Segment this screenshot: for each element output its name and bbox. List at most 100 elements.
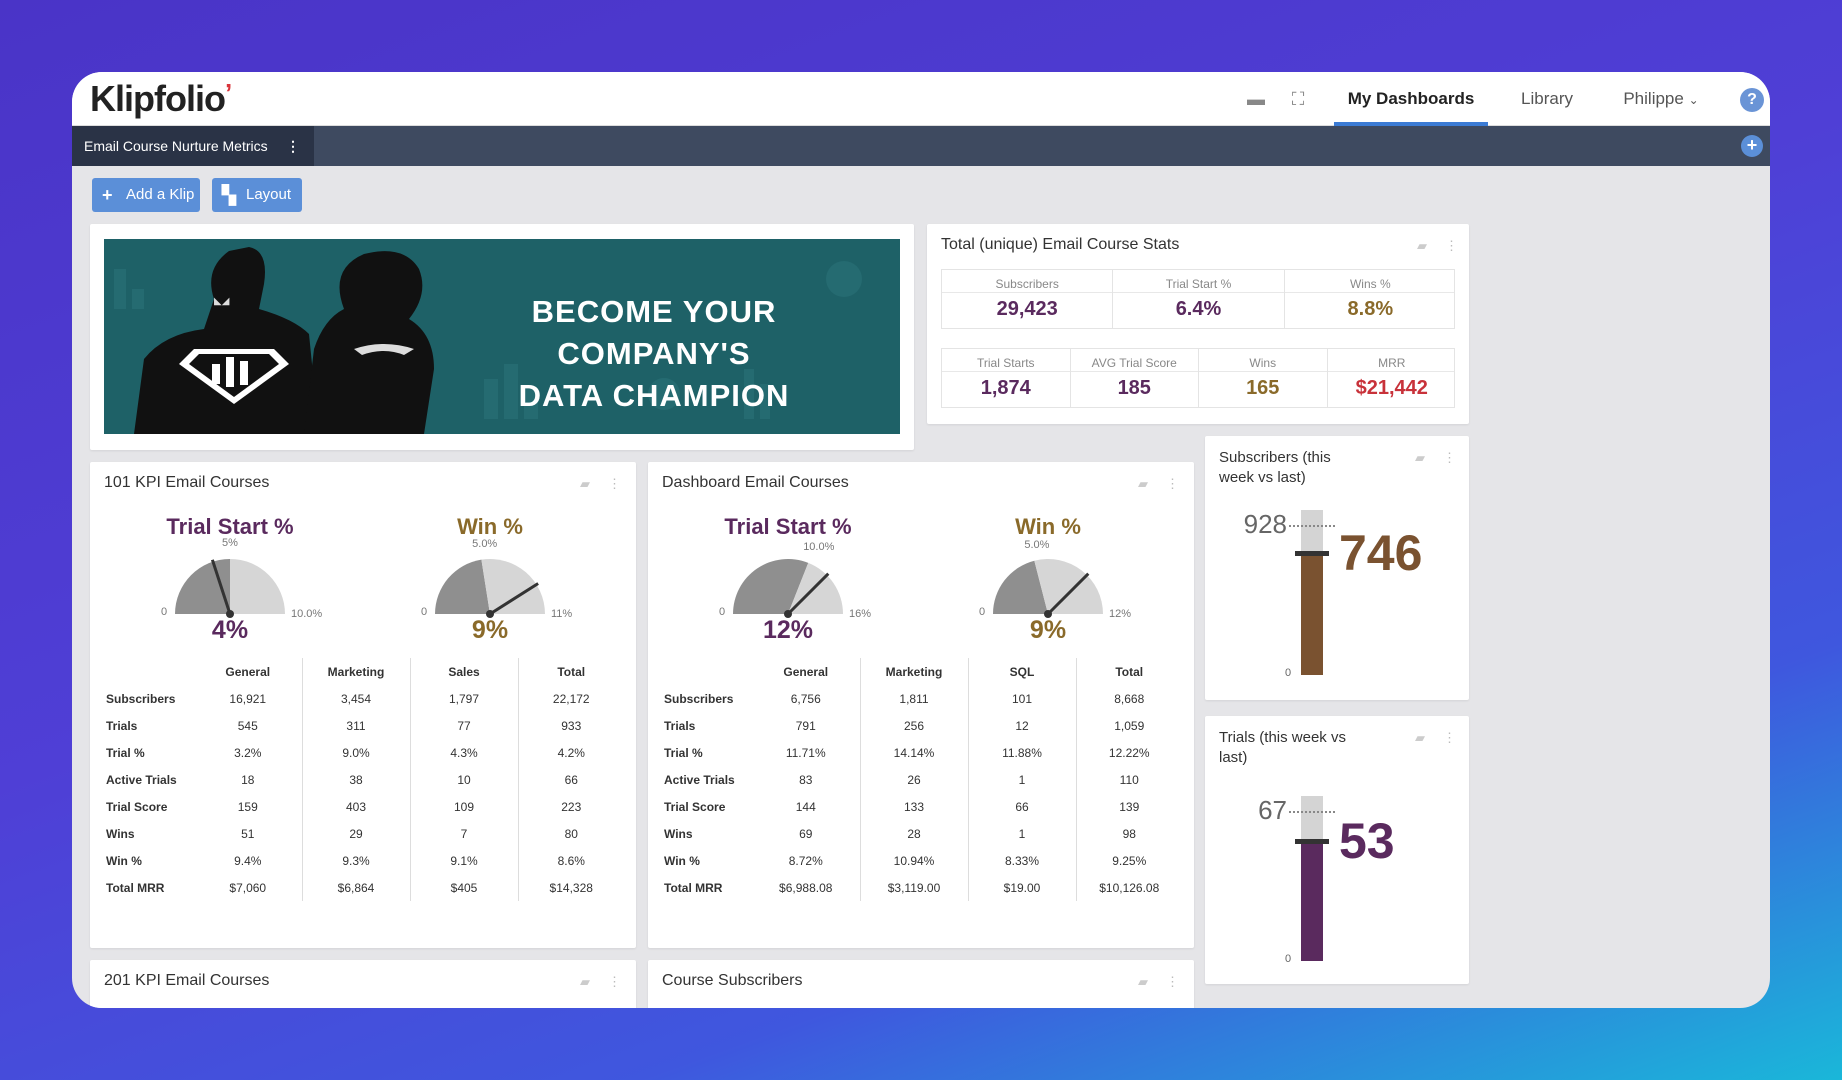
comment-icon[interactable]: ▰ [1138, 476, 1148, 491]
subscribers-week-card: Subscribers (this week vs last) ▰ ⋮ 928 7… [1205, 436, 1469, 700]
table-cell: 791 [795, 718, 816, 733]
row-label: Active Trials [664, 772, 735, 787]
table-cell: 144 [795, 799, 816, 814]
fullscreen-icon[interactable]: ⛶ [1291, 89, 1305, 109]
row-label: Win % [664, 853, 700, 868]
klip-menu-icon[interactable]: ⋮ [608, 974, 621, 989]
comment-icon[interactable]: ▰ [1417, 238, 1427, 253]
chevron-down-icon: ⌄ [1688, 93, 1699, 107]
stats-row-2: Trial Starts 1,874 AVG Trial Score 185 Wins 1… [941, 348, 1455, 408]
table-cell: 18 [241, 772, 255, 787]
zero-label: 0 [1285, 953, 1292, 965]
help-icon[interactable]: ? [1740, 88, 1764, 112]
tab-label: Email Course Nurture Metrics [84, 138, 268, 154]
klip-menu-icon[interactable]: ⋮ [1445, 238, 1458, 253]
table-cell: 22,172 [517, 685, 624, 712]
gauge-needle [786, 572, 830, 616]
stat-trial-starts: Trial Starts 1,874 [942, 349, 1071, 407]
stat-mrr: MRR $21,442 [1328, 349, 1457, 407]
table-cell: 14.14% [859, 739, 968, 766]
table-cell: 77 [409, 712, 518, 739]
column-header: Total [517, 658, 624, 685]
layout-button[interactable]: ▚ Layout [212, 178, 302, 212]
table-cell: 10 [409, 766, 518, 793]
kpi-201-card: 201 KPI Email Courses ▰ ⋮ [90, 960, 636, 1008]
table-cell: 80 [517, 820, 624, 847]
table-cell: 110 [1075, 766, 1182, 793]
card-title: Total (unique) Email Course Stats [941, 236, 1180, 253]
banner-line1: BECOME YOUR COMPANY'S [531, 294, 777, 371]
table-cell: $7,060 [229, 880, 267, 895]
comment-icon[interactable]: ▰ [1415, 450, 1425, 465]
stat-label: Wins [1249, 356, 1277, 370]
table-row: Wins 51 29 7 80 [106, 820, 624, 847]
comment-icon[interactable]: ▰ [580, 974, 590, 989]
gauge-max-label: 10.0% [291, 608, 323, 620]
table-cell: 3,454 [301, 685, 410, 712]
gauge-dial [993, 559, 1103, 618]
table-cell: 11.88% [967, 739, 1076, 766]
current-week-bar [1301, 842, 1323, 961]
gauge-min-label: 0 [161, 606, 168, 618]
table-header-row: General Marketing Sales Total [106, 658, 624, 685]
table-cell: 51 [241, 826, 255, 841]
table-cell: 8,668 [1075, 685, 1182, 712]
gauge-min-label: 0 [421, 606, 428, 618]
nav-library[interactable]: Library [1521, 89, 1573, 108]
display-mode-icon[interactable]: ▬ [1247, 89, 1265, 109]
stat-value: 185 [1117, 377, 1151, 399]
gauge-needle [1046, 572, 1090, 616]
stat-label: Wins % [1349, 277, 1391, 291]
title-line1: Subscribers (this [1219, 449, 1331, 466]
table-cell: 9.25% [1075, 847, 1182, 874]
row-label: Trials [106, 718, 138, 733]
table-cell: 4.3% [409, 739, 518, 766]
row-label: Trial Score [664, 799, 726, 814]
previous-value: 67 [1258, 795, 1287, 825]
column-header: Total [1075, 658, 1182, 685]
stat-label: Trial Starts [976, 356, 1035, 370]
table-cell: 1 [967, 766, 1076, 793]
stats-row-1: Subscribers 29,423 Trial Start % 6.4% Wins %… [941, 269, 1455, 329]
comment-icon[interactable]: ▰ [1138, 974, 1148, 989]
table-row: Trial Score 144 133 66 139 [664, 793, 1182, 820]
row-label: Trial % [106, 745, 145, 760]
klip-menu-icon[interactable]: ⋮ [1443, 450, 1456, 465]
banner-line2: DATA CHAMPION [518, 378, 790, 413]
klip-menu-icon[interactable]: ⋮ [1166, 974, 1179, 989]
row-label: Total MRR [664, 880, 723, 895]
tab-menu-icon[interactable]: ⋮ [286, 138, 300, 154]
zero-label: 0 [1285, 667, 1292, 679]
title-line2: week vs last) [1219, 469, 1306, 486]
table-cell: 6,756 [790, 691, 821, 706]
row-label: Total MRR [106, 880, 165, 895]
comment-icon[interactable]: ▰ [580, 476, 590, 491]
table-row: Subscribers 6,756 1,811 101 8,668 [664, 685, 1182, 712]
gauge-title: Win % [1015, 514, 1081, 539]
table-row: Subscribers 16,921 3,454 1,797 22,172 [106, 685, 624, 712]
tab-email-course-nurture-metrics[interactable]: Email Course Nurture Metrics ⋮ [72, 126, 314, 166]
banner-card: ◣◢ BECOME YOUR COMPANY'S DATA CHAMPION [90, 224, 914, 450]
klip-menu-icon[interactable]: ⋮ [608, 476, 621, 491]
table-cell: 1,797 [409, 685, 518, 712]
stat-value: $21,442 [1355, 377, 1428, 399]
klipfolio-logo[interactable]: Klipfolio’ [90, 78, 232, 119]
table-cell: 8.6% [517, 847, 624, 874]
table-cell: 16,921 [229, 691, 267, 706]
table-cell: $6,988.08 [779, 880, 833, 895]
comment-icon[interactable]: ▰ [1415, 730, 1425, 745]
nav-my-dashboards[interactable]: My Dashboards [1334, 72, 1488, 126]
user-menu[interactable]: Philippe ⌄ [1606, 72, 1716, 126]
column-header: General [225, 664, 271, 679]
klip-menu-icon[interactable]: ⋮ [1443, 730, 1456, 745]
add-a-klip-button[interactable]: + Add a Klip [92, 178, 200, 212]
table-cell: $405 [409, 874, 518, 901]
table-cell: 545 [237, 718, 258, 733]
row-label: Subscribers [664, 691, 734, 706]
previous-marker-line [1289, 525, 1335, 527]
add-tab-icon[interactable]: + [1741, 135, 1763, 157]
table-cell: 159 [237, 799, 258, 814]
gauge-needle [210, 559, 232, 615]
gauge-title: Trial Start % [724, 514, 852, 539]
klip-menu-icon[interactable]: ⋮ [1166, 476, 1179, 491]
